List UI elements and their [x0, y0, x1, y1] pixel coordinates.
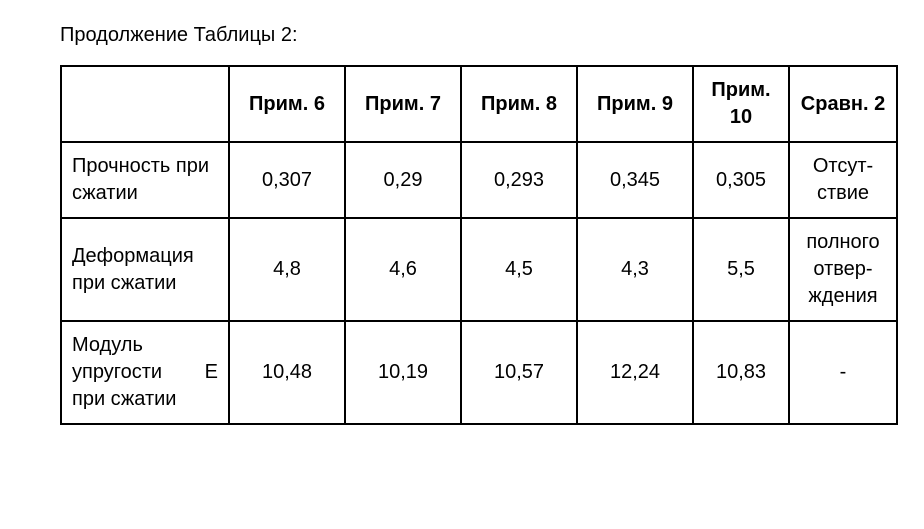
- table-cell: 0,293: [461, 142, 577, 218]
- table-cell: 4,5: [461, 218, 577, 321]
- table-cell: 5,5: [693, 218, 789, 321]
- row-label-line3: при сжатии: [72, 386, 218, 413]
- row-label-line1: Модуль: [72, 332, 218, 359]
- table-cell: 4,8: [229, 218, 345, 321]
- table-body: Прочность при сжатии 0,307 0,29 0,293 0,…: [61, 142, 897, 424]
- table-cell: 0,29: [345, 142, 461, 218]
- col-header-6: Сравн. 2: [789, 66, 897, 142]
- page-container: Продолжение Таблицы 2: Прим. 6 Прим. 7 П…: [0, 0, 924, 449]
- table-cell: 0,305: [693, 142, 789, 218]
- table-cell-compare: Отсут- ствие: [789, 142, 897, 218]
- col-header-1: Прим. 6: [229, 66, 345, 142]
- table-cell: 10,48: [229, 321, 345, 424]
- table-header: Прим. 6 Прим. 7 Прим. 8 Прим. 9 Прим. 10…: [61, 66, 897, 142]
- col-header-4: Прим. 9: [577, 66, 693, 142]
- table-header-row: Прим. 6 Прим. 7 Прим. 8 Прим. 9 Прим. 10…: [61, 66, 897, 142]
- table-cell-compare: -: [789, 321, 897, 424]
- col-header-empty: [61, 66, 229, 142]
- row-label: Прочность при сжатии: [61, 142, 229, 218]
- col-header-3: Прим. 8: [461, 66, 577, 142]
- row-label: Деформация при сжатии: [61, 218, 229, 321]
- row-label-line2-right: E: [205, 359, 218, 386]
- row-label-line2: упругости E: [72, 359, 218, 386]
- table-cell: 0,345: [577, 142, 693, 218]
- table-cell: 10,83: [693, 321, 789, 424]
- col-header-2: Прим. 7: [345, 66, 461, 142]
- col-header-5: Прим. 10: [693, 66, 789, 142]
- table-cell: 12,24: [577, 321, 693, 424]
- data-table: Прим. 6 Прим. 7 Прим. 8 Прим. 9 Прим. 10…: [60, 65, 898, 425]
- table-row: Прочность при сжатии 0,307 0,29 0,293 0,…: [61, 142, 897, 218]
- row-label-line2-left: упругости: [72, 359, 162, 386]
- table-cell: 0,307: [229, 142, 345, 218]
- table-row: Деформация при сжатии 4,8 4,6 4,5 4,3 5,…: [61, 218, 897, 321]
- table-cell: 10,57: [461, 321, 577, 424]
- table-cell-compare: полного отвер- ждения: [789, 218, 897, 321]
- table-cell: 4,6: [345, 218, 461, 321]
- table-caption: Продолжение Таблицы 2:: [60, 24, 884, 47]
- table-cell: 4,3: [577, 218, 693, 321]
- table-row: Модуль упругости E при сжатии 10,48 10,1…: [61, 321, 897, 424]
- row-label: Модуль упругости E при сжатии: [61, 321, 229, 424]
- table-cell: 10,19: [345, 321, 461, 424]
